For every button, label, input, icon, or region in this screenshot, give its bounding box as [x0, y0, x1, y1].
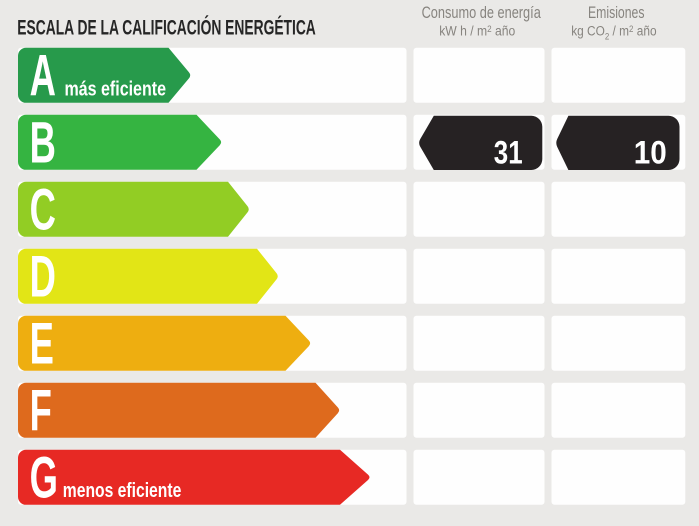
svg-text:ESCALA DE LA CALIFICACIÓN ENER: ESCALA DE LA CALIFICACIÓN ENERGÉTICA — [17, 15, 316, 39]
svg-text:A: A — [30, 44, 56, 109]
svg-text:Emisiones: Emisiones — [588, 4, 645, 22]
svg-text:31: 31 — [494, 135, 523, 171]
svg-text:Consumo de energía: Consumo de energía — [422, 4, 542, 22]
svg-text:C: C — [30, 178, 56, 243]
svg-text:10: 10 — [634, 134, 667, 170]
svg-text:menos eficiente: menos eficiente — [63, 480, 181, 502]
svg-text:D: D — [30, 245, 56, 310]
svg-text:E: E — [30, 312, 54, 377]
svg-text:G: G — [30, 446, 58, 511]
svg-text:kg CO2 / m2 año: kg CO2 / m2 año — [571, 23, 656, 41]
svg-text:más eficiente: más eficiente — [65, 78, 167, 100]
svg-text:B: B — [30, 111, 56, 176]
svg-text:F: F — [30, 379, 52, 444]
svg-text:kW h / m2 año: kW h / m2 año — [439, 23, 515, 39]
